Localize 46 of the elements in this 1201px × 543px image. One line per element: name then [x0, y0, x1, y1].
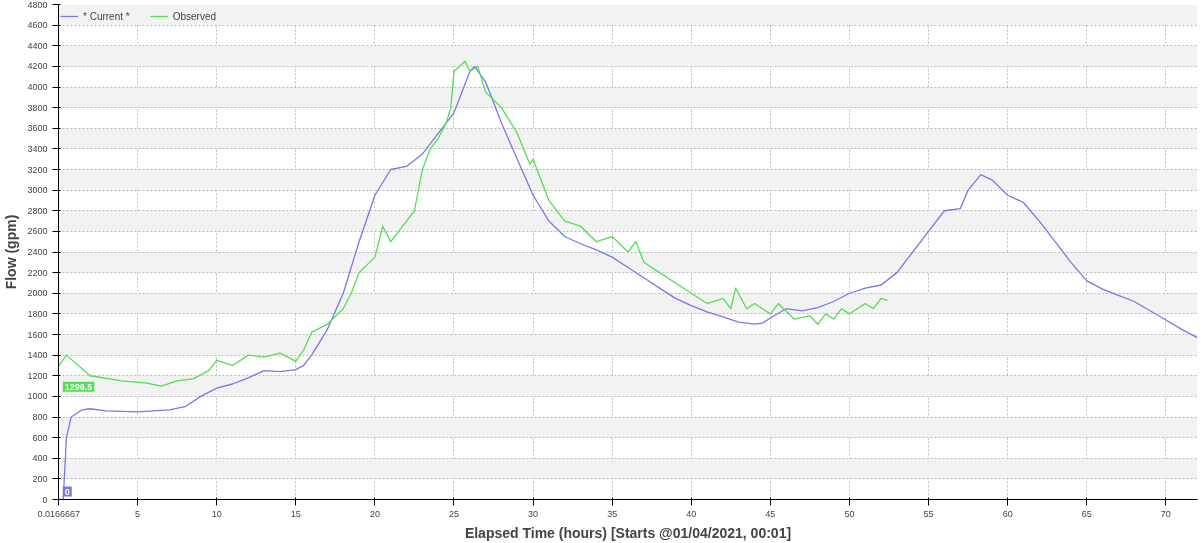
y-tick-label: 200: [32, 473, 48, 484]
x-tick-label: 50: [844, 508, 855, 519]
y-tick-label: 4600: [27, 20, 48, 31]
x-tick-label: 45: [765, 508, 776, 519]
y-tick-label: 2000: [27, 288, 48, 299]
y-tick-label: 2200: [27, 267, 48, 278]
y-tick-label: 2600: [27, 226, 48, 237]
y-tick-label: 2400: [27, 247, 48, 257]
x-tick-label: 25: [448, 508, 459, 519]
y-tick-label: 1000: [27, 391, 48, 402]
y-tick-label: 3600: [27, 123, 48, 134]
x-tick-label: 20: [369, 508, 380, 519]
y-axis-title: Flow (gpm): [3, 214, 20, 290]
y-tick-label: 4200: [27, 61, 48, 72]
y-tick-label: 4000: [27, 82, 48, 92]
y-tick-label: 1800: [27, 308, 48, 319]
legend-label: Observed: [172, 10, 217, 22]
x-tick-label: 10: [211, 508, 222, 519]
y-tick-label: 800: [32, 412, 48, 422]
y-tick-label: 600: [32, 432, 48, 443]
y-tick-label: 3800: [27, 102, 48, 113]
y-tick-label: 1200: [27, 370, 48, 381]
x-tick-label: 65: [1081, 508, 1092, 519]
x-tick-label: 5: [135, 508, 141, 519]
x-tick-label: 0.0166667: [37, 508, 81, 519]
x-tick-label: 40: [686, 508, 697, 519]
x-axis-title: Elapsed Time (hours) [Starts @01/04/2021, 00:01]: [464, 524, 792, 541]
x-tick-label: 55: [923, 508, 934, 519]
x-tick-label: 70: [1160, 508, 1171, 519]
y-tick-label: 3400: [27, 143, 48, 154]
y-tick-label: 1600: [27, 329, 48, 340]
annotation: 1296.5: [64, 381, 93, 392]
x-tick-label: 15: [290, 508, 301, 519]
x-tick-label: 30: [528, 508, 539, 519]
y-tick-label: 4800: [27, 0, 48, 10]
y-tick-label: 0: [42, 494, 48, 505]
x-tick-label: 35: [607, 508, 618, 519]
y-tick-label: 4400: [27, 40, 48, 51]
y-tick-label: 1400: [27, 350, 48, 361]
x-tick-label: 60: [1002, 508, 1013, 519]
y-tick-label: 400: [32, 453, 48, 464]
legend-label: * Current *: [83, 10, 130, 22]
y-tick-label: 3000: [27, 185, 48, 196]
annotation: 0: [64, 486, 70, 497]
y-tick-label: 3200: [27, 164, 48, 175]
y-tick-label: 2800: [27, 205, 48, 216]
